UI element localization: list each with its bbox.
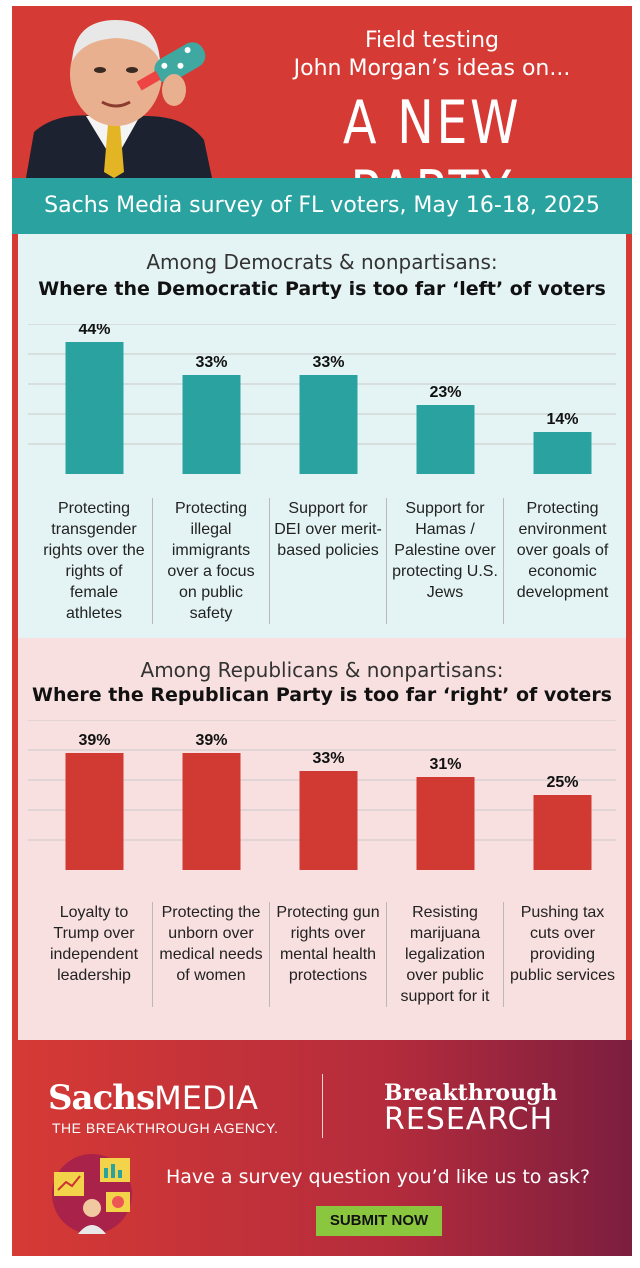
republican-category-labels: Loyalty to Trump over independent leader… <box>18 902 626 1007</box>
rep-bar-2 <box>182 753 241 870</box>
dem-bar-1 <box>65 342 124 474</box>
democrat-bar-chart: 44% 33% 33% 23% 14% <box>28 324 616 474</box>
rep-data-label-1: 39% <box>78 732 110 749</box>
rep-bar-3 <box>299 771 358 870</box>
header: Field testing John Morgan’s ideas on... … <box>12 6 632 228</box>
chart-subtitle: Among Republicans & nonpartisans: <box>140 658 504 682</box>
breakthrough-logo-word: Breakthrough <box>384 1080 558 1106</box>
sachs-media-logo: SachsMEDIA <box>48 1078 258 1118</box>
rep-data-label-4: 31% <box>429 756 461 773</box>
rep-category-label-5: Pushing tax cuts over providing public s… <box>510 904 615 984</box>
header-line-1: Field testing <box>364 28 500 53</box>
chart-title: Where the Democratic Party is too far ‘l… <box>38 278 606 300</box>
infographic: Field testing John Morgan’s ideas on... … <box>12 6 632 1256</box>
dem-data-label-3: 33% <box>312 354 344 371</box>
logo-tagline: THE BREAKTHROUGH AGENCY. <box>52 1120 279 1136</box>
rep-category-label-4: Resisting marijuana legalization over pu… <box>387 902 504 1007</box>
research-logo-word: RESEARCH <box>384 1102 554 1137</box>
submit-now-button[interactable]: SUBMIT NOW <box>316 1206 442 1236</box>
dem-bar-4 <box>416 405 475 474</box>
survey-banner: Sachs Media survey of FL voters, May 16-… <box>12 178 632 234</box>
rep-data-label-5: 25% <box>546 774 578 791</box>
rep-category-label-2: Protecting the unborn over medical needs… <box>153 902 270 1007</box>
dem-category-label-5: Protecting environment over goals of eco… <box>516 500 609 601</box>
rep-bar-1 <box>65 753 124 870</box>
chart-title: Where the Republican Party is too far ‘r… <box>31 684 612 706</box>
rep-category-label-1: Loyalty to Trump over independent leader… <box>36 902 153 1007</box>
dem-bar-5 <box>533 432 592 474</box>
republican-chart-panel: Among Republicans & nonpartisans: Where … <box>18 638 626 1040</box>
logo-media-word: MEDIA <box>154 1079 258 1117</box>
footer-divider <box>322 1074 323 1138</box>
dem-category-label-3: Support for DEI over merit-based policie… <box>270 498 387 624</box>
republican-bar-chart: 39% 39% 33% 31% 25% <box>28 720 616 870</box>
dem-bar-2 <box>182 375 241 474</box>
chart-subtitle: Among Democrats & nonpartisans: <box>146 250 498 274</box>
survey-collage-icon <box>52 1154 132 1234</box>
dem-data-label-4: 23% <box>429 384 461 401</box>
header-line-2: John Morgan’s ideas on... <box>293 56 571 81</box>
survey-prompt-text: Have a survey question you’d like us to … <box>166 1166 591 1188</box>
dem-category-label-1: Protecting transgender rights over the r… <box>36 498 153 624</box>
dem-category-label-4: Support for Hamas / Palestine over prote… <box>387 498 504 624</box>
dem-category-label-2: Protecting illegal immigrants over a foc… <box>153 498 270 624</box>
dem-data-label-1: 44% <box>78 324 110 338</box>
democrat-chart-panel: Among Democrats & nonpartisans: Where th… <box>18 234 626 638</box>
rep-category-label-3: Protecting gun rights over mental health… <box>270 902 387 1007</box>
rep-bar-5 <box>533 795 592 870</box>
rep-bar-4 <box>416 777 475 870</box>
democrat-category-labels: Protecting transgender rights over the r… <box>18 498 626 624</box>
dem-data-label-2: 33% <box>195 354 227 371</box>
portrait-illustration <box>26 20 212 178</box>
dem-data-label-5: 14% <box>546 411 578 428</box>
rep-data-label-2: 39% <box>195 732 227 749</box>
dem-bar-3 <box>299 375 358 474</box>
logo-sachs-word: Sachs <box>48 1078 155 1118</box>
rep-data-label-3: 33% <box>312 750 344 767</box>
footer: SachsMEDIA THE BREAKTHROUGH AGENCY. Brea… <box>12 1040 632 1256</box>
